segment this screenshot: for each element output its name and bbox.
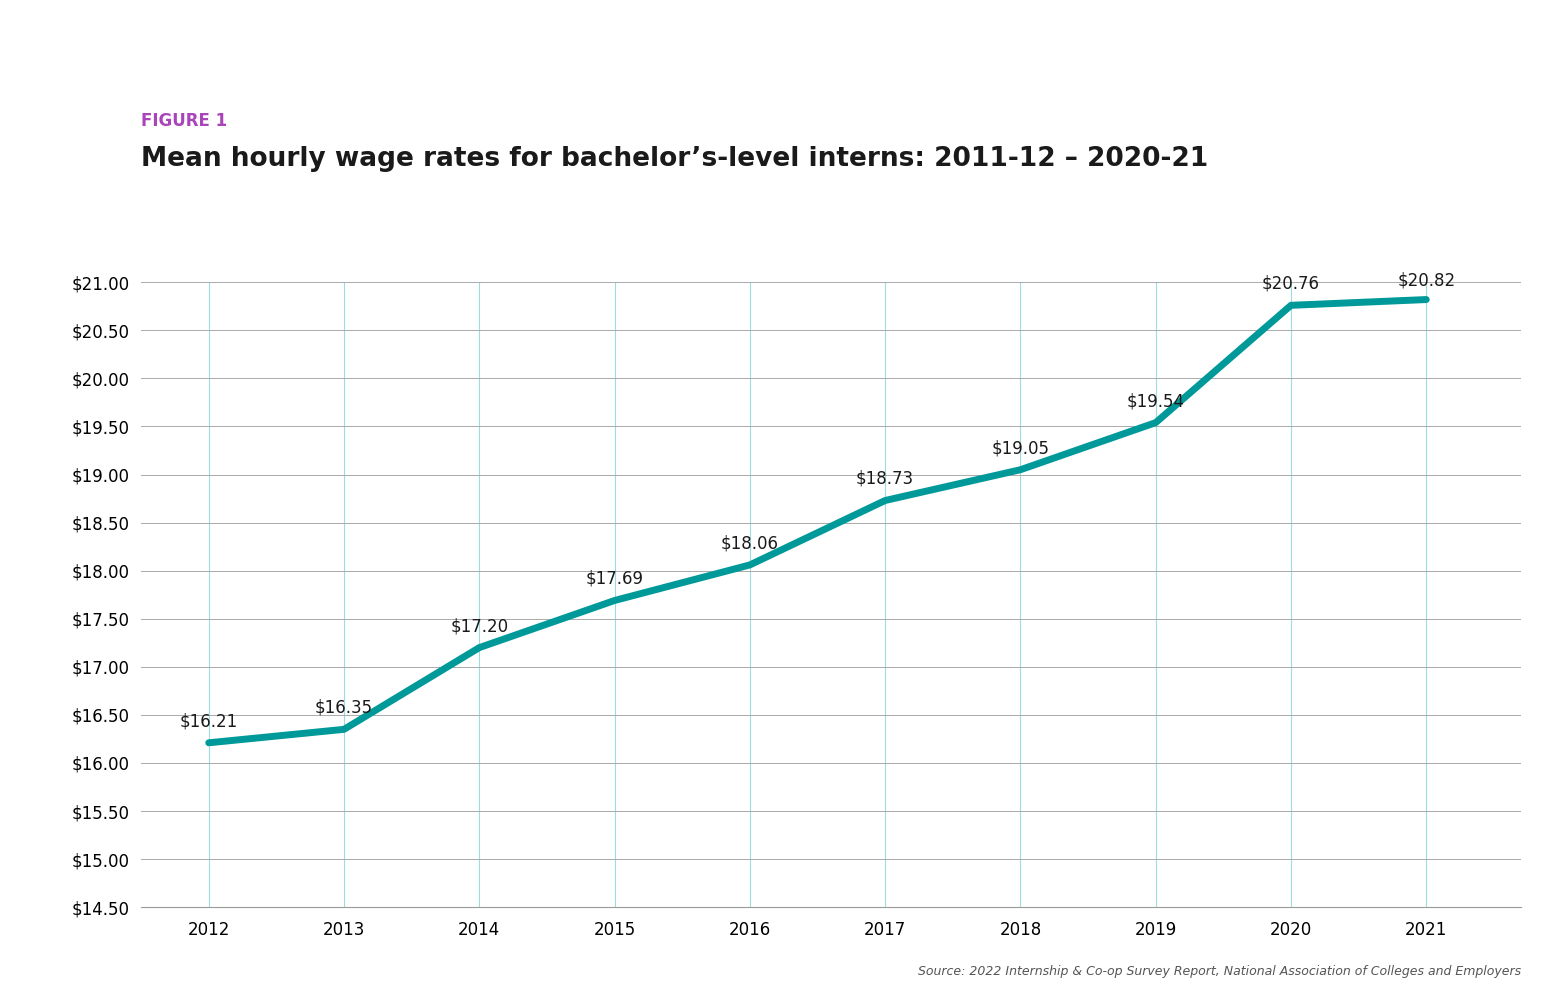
Text: $16.35: $16.35 (315, 699, 373, 717)
Text: $20.76: $20.76 (1262, 275, 1320, 292)
Text: $17.20: $17.20 (450, 617, 508, 635)
Text: $16.21: $16.21 (180, 713, 238, 730)
Text: $18.06: $18.06 (721, 534, 779, 552)
Text: $19.05: $19.05 (991, 439, 1049, 458)
Text: $18.73: $18.73 (856, 470, 914, 488)
Text: $20.82: $20.82 (1397, 272, 1455, 290)
Text: $17.69: $17.69 (585, 570, 643, 588)
Text: Source: 2022 Internship & Co-op Survey Report, National Association of Colleges : Source: 2022 Internship & Co-op Survey R… (917, 965, 1521, 978)
Text: $19.54: $19.54 (1127, 392, 1185, 410)
Text: FIGURE 1: FIGURE 1 (141, 112, 227, 130)
Text: Mean hourly wage rates for bachelor’s-level interns: 2011-12 – 2020-21: Mean hourly wage rates for bachelor’s-le… (141, 146, 1209, 172)
